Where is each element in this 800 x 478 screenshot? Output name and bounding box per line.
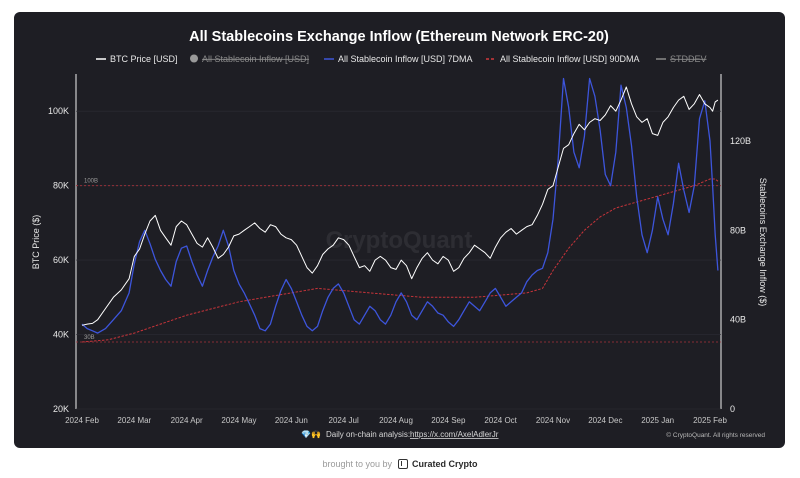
y-tick-left: 40K — [53, 330, 69, 340]
y-axis-label-left: BTC Price ($) — [31, 215, 41, 270]
x-tick: 2024 Apr — [171, 416, 203, 425]
x-tick: 2024 Dec — [588, 416, 622, 425]
watermark: CryptoQuant — [326, 227, 473, 254]
legend-label-btc: BTC Price [USD] — [110, 54, 178, 64]
x-tick: 2025 Feb — [693, 416, 727, 425]
x-tick: 2025 Jan — [641, 416, 674, 425]
legend-item-inflow[interactable]: All Stablecoin Inflow [USD] — [190, 54, 309, 64]
legend-item-7dma[interactable]: All Stablecoin Inflow [USD] 7DMA — [324, 54, 473, 64]
left-y-ticks: 20K 40K 60K 80K 100K — [48, 106, 69, 414]
x-tick: 2024 Nov — [536, 416, 570, 425]
x-ticks: 2024 Feb 2024 Mar 2024 Apr 2024 May 2024 Jun… — [65, 416, 727, 425]
gridlines — [76, 110, 721, 410]
right-y-ticks: 0 40B 80B 120B — [730, 136, 751, 414]
analysis-emoji: 💎🙌 — [301, 430, 321, 439]
y-axis-label-right: Stablecoins Exchange Inflow ($) — [758, 178, 768, 307]
reference-lines: 100B 30B — [76, 179, 721, 343]
legend-item-btc[interactable]: BTC Price [USD] — [96, 54, 178, 64]
y-tick-right: 120B — [730, 136, 751, 146]
legend-label-stddev: STDDEV — [670, 54, 707, 64]
y-tick-right: 0 — [730, 404, 735, 414]
series-line-btc-price — [81, 86, 719, 326]
y-tick-right: 40B — [730, 315, 746, 325]
chart-card: All Stablecoins Exchange Inflow (Ethereu… — [14, 12, 785, 448]
series-layer — [81, 77, 719, 343]
reference-line-label: 100B — [84, 179, 98, 185]
y-tick-left: 60K — [53, 255, 69, 265]
legend-item-90dma[interactable]: All Stablecoin Inflow [USD] 90DMA — [486, 54, 640, 64]
analysis-text: Daily on-chain analysis: — [326, 430, 410, 439]
copyright: © CryptoQuant. All rights reserved — [666, 431, 765, 439]
x-tick: 2024 Sep — [431, 416, 466, 425]
brand[interactable]: Curated Crypto — [398, 459, 478, 469]
x-tick: 2024 Aug — [379, 416, 413, 425]
chart-svg: All Stablecoins Exchange Inflow (Ethereu… — [31, 29, 768, 439]
brand-name: Curated Crypto — [412, 459, 478, 469]
x-tick: 2024 Jun — [275, 416, 308, 425]
legend-dot-icon — [190, 54, 198, 63]
analysis-link[interactable]: https://x.com/AxelAdlerJr — [410, 430, 499, 439]
legend-label-7dma: All Stablecoin Inflow [USD] 7DMA — [338, 54, 473, 64]
y-tick-right: 80B — [730, 225, 746, 235]
y-tick-left: 100K — [48, 106, 69, 116]
chart-title: All Stablecoins Exchange Inflow (Ethereu… — [189, 29, 609, 45]
x-tick: 2024 Mar — [117, 416, 151, 425]
x-tick: 2024 Feb — [65, 416, 99, 425]
x-tick: 2024 May — [221, 416, 256, 425]
reference-line-label: 30B — [84, 335, 95, 341]
legend-item-stddev[interactable]: STDDEV — [656, 54, 707, 64]
footer: brought to you by Curated Crypto — [0, 452, 800, 476]
curated-crypto-logo-icon — [398, 459, 409, 469]
x-tick: 2024 Oct — [484, 416, 517, 425]
brought-by-text: brought to you by — [322, 459, 393, 469]
series-line-90dma — [81, 178, 719, 343]
x-tick: 2024 Jul — [329, 416, 359, 425]
y-tick-left: 20K — [53, 404, 69, 414]
legend-label-90dma: All Stablecoin Inflow [USD] 90DMA — [500, 54, 640, 64]
legend-label-inflow: All Stablecoin Inflow [USD] — [202, 54, 309, 64]
legend: BTC Price [USD] All Stablecoin Inflow [U… — [96, 54, 707, 64]
series-line-7dma — [81, 77, 719, 334]
y-tick-left: 80K — [53, 181, 69, 191]
